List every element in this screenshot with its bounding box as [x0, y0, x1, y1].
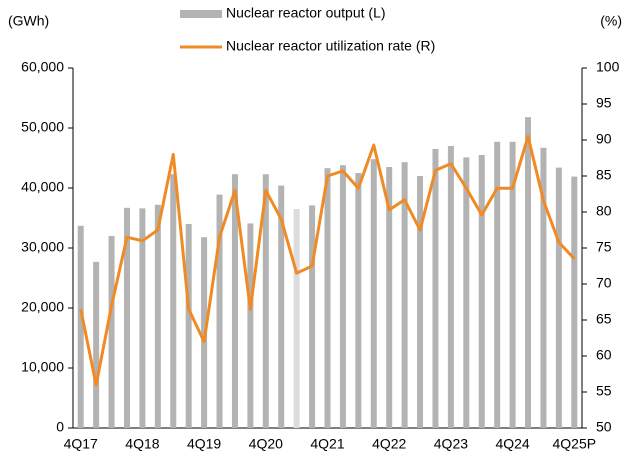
y2-tick-label: 60 — [596, 347, 612, 363]
bar — [231, 174, 238, 428]
line — [79, 134, 576, 387]
y2-tick-label: 95 — [596, 95, 612, 111]
bar — [447, 146, 454, 428]
bar — [309, 205, 316, 428]
y2-tick-label: 70 — [596, 275, 612, 291]
bar — [93, 261, 100, 428]
bar — [185, 224, 192, 428]
bar — [370, 159, 377, 428]
legend-label: Nuclear reactor output (L) — [226, 5, 386, 21]
bar — [77, 225, 84, 428]
bar — [525, 117, 532, 428]
bar — [401, 162, 408, 428]
bar — [386, 167, 393, 428]
y-axis-label: (GWh) — [8, 13, 49, 29]
bar — [509, 141, 516, 429]
y2-tick-label: 65 — [596, 311, 612, 327]
bar — [139, 208, 146, 428]
y-tick-label: 50,000 — [21, 119, 64, 135]
y-tick-label: 30,000 — [21, 239, 64, 255]
x-tick-label: 4Q25P — [552, 436, 596, 452]
bar — [540, 147, 547, 429]
y2-axis-label: (%) — [600, 13, 622, 29]
y2-tick-label: 90 — [596, 131, 612, 147]
x-tick-label: 4Q18 — [125, 436, 159, 452]
bar — [123, 207, 130, 428]
bar — [555, 167, 562, 428]
x-tick-label: 4Q21 — [310, 436, 344, 452]
y2-tick-label: 75 — [596, 239, 612, 255]
y2-tick-label: 80 — [596, 203, 612, 219]
x-tick-label: 4Q19 — [187, 436, 221, 452]
bar — [154, 204, 161, 428]
x-tick-label: 4Q17 — [64, 436, 98, 452]
bar — [108, 236, 115, 428]
x-tick-label: 4Q23 — [434, 436, 468, 452]
bar — [293, 209, 300, 428]
bar — [247, 223, 254, 428]
y2-tick-label: 85 — [596, 167, 612, 183]
bar — [494, 141, 501, 429]
bar — [463, 157, 470, 428]
bar — [170, 174, 177, 428]
bar — [432, 149, 439, 428]
y-tick-label: 0 — [56, 419, 64, 435]
y-tick-label: 60,000 — [21, 59, 64, 75]
bar — [417, 176, 424, 428]
y2-tick-label: 55 — [596, 383, 612, 399]
x-tick-label: 4Q24 — [495, 436, 529, 452]
bar — [355, 173, 362, 428]
bar — [216, 194, 223, 428]
y2-tick-label: 50 — [596, 419, 612, 435]
bar — [278, 185, 285, 428]
bar — [478, 155, 485, 428]
y-tick-label: 10,000 — [21, 359, 64, 375]
x-tick-label: 4Q20 — [249, 436, 283, 452]
legend-swatch — [180, 10, 222, 18]
y-tick-label: 40,000 — [21, 179, 64, 195]
legend-label: Nuclear reactor utilization rate (R) — [226, 38, 435, 54]
bar — [324, 168, 331, 428]
y-tick-label: 20,000 — [21, 299, 64, 315]
bar — [262, 174, 269, 428]
bar — [339, 165, 346, 428]
x-tick-label: 4Q22 — [372, 436, 406, 452]
y2-tick-label: 100 — [596, 59, 620, 75]
bar — [571, 176, 578, 428]
